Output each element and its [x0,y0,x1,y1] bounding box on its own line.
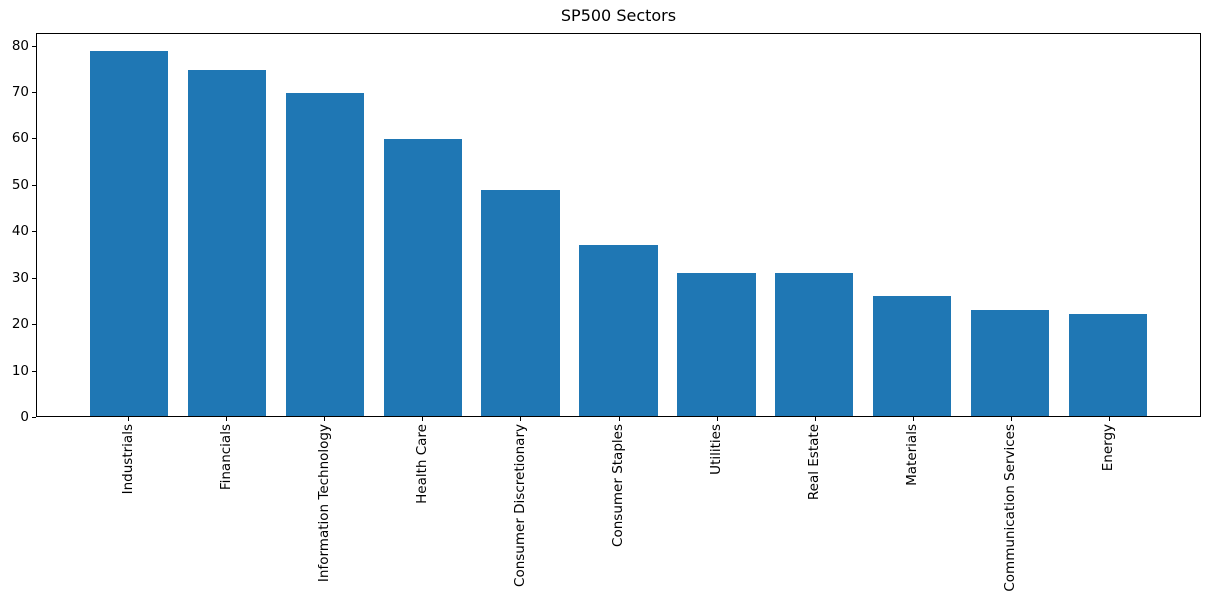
y-tick-label-30: 30 [11,269,29,286]
x-tick-mark-communication-services [1010,417,1012,421]
y-tick-mark-40 [32,231,36,233]
bar-real-estate [775,272,854,416]
x-tick-label-information-technology: Information Technology [315,424,332,583]
y-tick-mark-60 [32,138,36,140]
x-tick-label-communication-services: Communication Services [1002,424,1019,592]
bar-industrials [89,51,169,416]
y-tick-mark-0 [32,417,36,418]
y-tick-label-10: 10 [11,362,29,379]
x-tick-mark-information-technology [324,417,326,421]
x-tick-label-consumer-discretionary: Consumer Discretionary [511,424,528,587]
y-tick-label-20: 20 [11,316,29,333]
y-tick-label-60: 60 [11,130,29,147]
y-tick-mark-10 [32,370,36,372]
x-tick-label-utilities: Utilities [708,424,725,475]
x-tick-label-consumer-staples: Consumer Staples [610,424,626,547]
y-tick-mark-20 [32,324,36,326]
y-tick-label-70: 70 [11,83,29,100]
x-tick-label-energy: Energy [1100,424,1117,472]
x-tick-mark-utilities [716,417,718,421]
x-tick-mark-materials [912,417,914,421]
bar-information-technology [285,92,364,416]
bar-communication-services [970,309,1050,416]
x-tick-mark-industrials [128,417,130,421]
x-tick-mark-health-care [422,417,424,421]
x-tick-mark-financials [226,417,228,421]
x-tick-label-health-care: Health Care [413,424,430,504]
bar-consumer-staples [579,245,658,416]
y-tick-mark-80 [32,45,36,47]
y-tick-label-0: 0 [20,409,29,425]
x-tick-label-materials: Materials [904,424,921,486]
x-tick-mark-energy [1108,417,1110,421]
bar-materials [873,295,952,416]
y-tick-mark-70 [32,91,36,93]
y-tick-mark-30 [32,277,36,279]
x-tick-label-real-estate: Real Estate [806,424,823,501]
y-tick-label-80: 80 [11,37,29,54]
x-tick-mark-consumer-staples [618,417,620,421]
plot-area [36,33,1201,417]
bar-utilities [677,272,756,416]
y-tick-label-40: 40 [11,223,29,240]
x-tick-label-industrials: Industrials [119,424,136,495]
y-tick-label-50: 50 [11,176,29,193]
bar-consumer-discretionary [481,189,560,416]
bar-energy [1068,314,1148,416]
x-tick-mark-consumer-discretionary [520,417,522,421]
x-tick-label-financials: Financials [217,424,234,491]
bar-financials [187,69,267,416]
bar-health-care [383,138,462,416]
y-tick-mark-50 [32,184,36,186]
x-tick-mark-real-estate [814,417,816,421]
chart-title: SP500 Sectors [560,6,677,25]
